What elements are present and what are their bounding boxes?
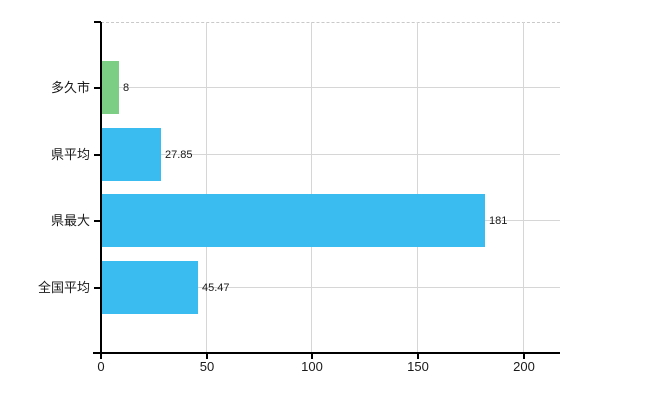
bar	[102, 194, 485, 247]
x-axis-tick	[311, 354, 313, 359]
category-label: 県平均	[50, 147, 90, 162]
category-gridline	[101, 287, 560, 288]
x-gridline	[417, 22, 418, 354]
y-axis-line	[100, 22, 102, 354]
x-gridline	[206, 22, 207, 354]
bar	[102, 61, 119, 114]
category-label: 県最大	[50, 213, 90, 228]
y-axis-top-tick	[94, 21, 101, 23]
bar-value-label: 181	[489, 215, 508, 227]
category-gridline	[101, 87, 560, 88]
bar-value-label: 8	[123, 82, 130, 94]
bar	[102, 128, 161, 181]
y-axis-category-tick	[94, 154, 101, 156]
category-gridline	[101, 154, 560, 155]
x-axis-tick	[523, 354, 525, 359]
x-tick-label: 100	[301, 359, 323, 374]
x-tick-label: 150	[407, 359, 429, 374]
x-gridline	[523, 22, 524, 354]
category-label: 全国平均	[37, 280, 90, 295]
x-tick-label: 200	[513, 359, 535, 374]
x-axis-tick	[100, 354, 102, 359]
bar	[102, 261, 198, 314]
y-axis-category-tick	[94, 87, 101, 89]
x-axis-tick	[206, 354, 208, 359]
plot-area: 8 27.85 181 45.47	[101, 22, 560, 354]
bar-value-label: 45.47	[202, 282, 230, 294]
x-gridline	[311, 22, 312, 354]
y-axis-category-tick	[94, 220, 101, 222]
x-tick-label: 50	[199, 359, 215, 374]
plot-top-border	[101, 22, 560, 23]
y-axis-category-tick	[94, 287, 101, 289]
x-axis-line	[93, 352, 560, 354]
x-axis-tick	[417, 354, 419, 359]
x-tick-label: 0	[97, 359, 105, 374]
category-label: 多久市	[50, 80, 90, 95]
bar-value-label: 27.85	[165, 149, 193, 161]
